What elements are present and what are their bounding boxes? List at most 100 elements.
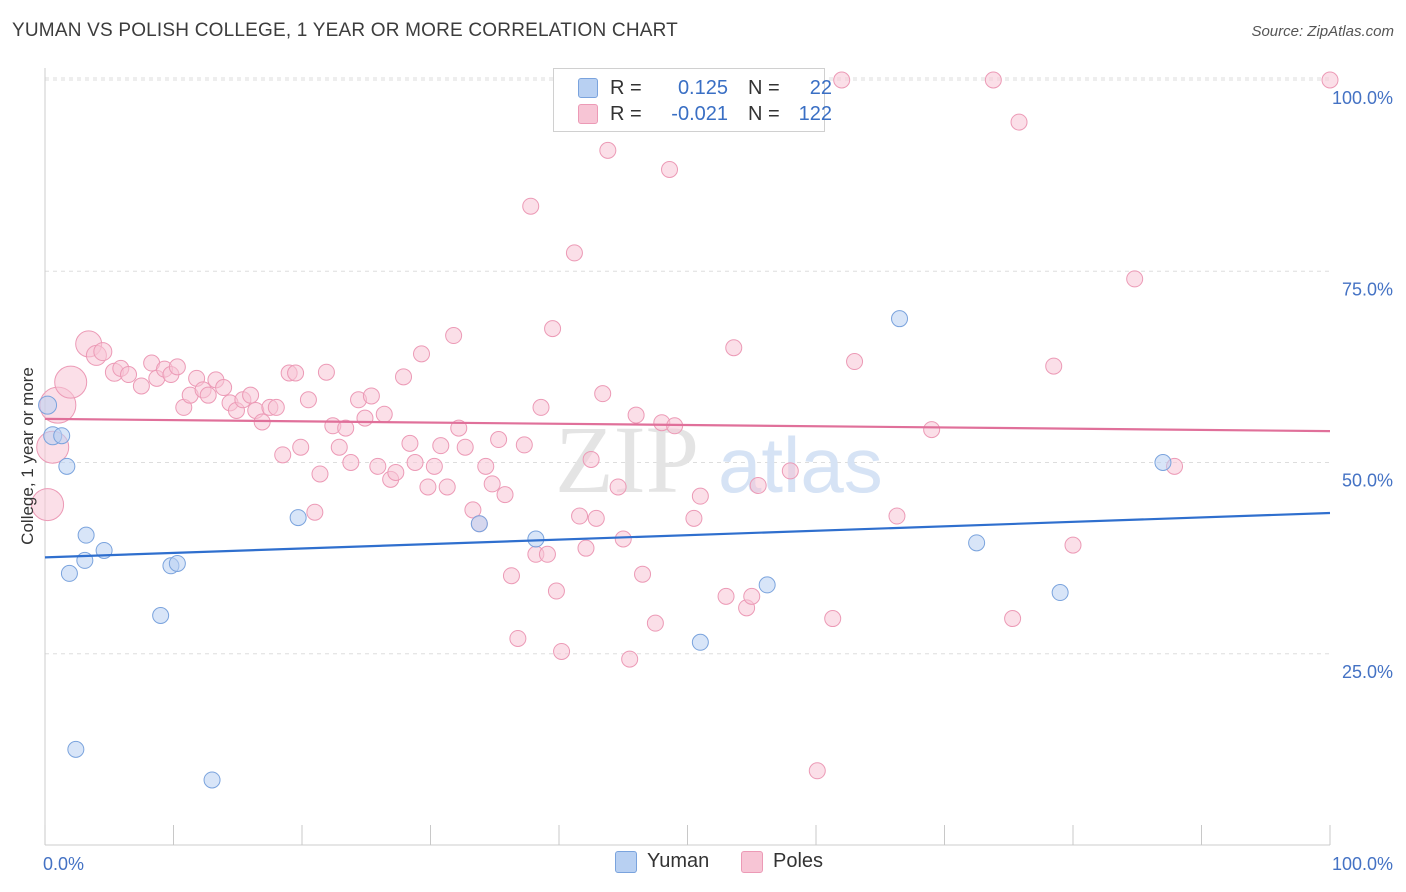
poles-point bbox=[888, 507, 906, 525]
poles-point bbox=[984, 71, 1002, 89]
poles-point bbox=[490, 431, 508, 449]
yuman-trend-line bbox=[44, 511, 1331, 559]
poles-point bbox=[587, 509, 605, 527]
y-tick-label: 25.0% bbox=[1342, 662, 1393, 682]
poles-point bbox=[31, 488, 65, 522]
poles-point bbox=[267, 398, 285, 416]
poles-legend-swatch bbox=[741, 850, 763, 873]
poles-point bbox=[356, 409, 374, 427]
poles-point bbox=[1321, 71, 1339, 89]
poles-point bbox=[627, 406, 645, 424]
yuman-point bbox=[527, 530, 545, 548]
chart-title: YUMAN VS POLISH COLLEGE, 1 YEAR OR MORE … bbox=[12, 20, 678, 41]
poles-r-value: -0.021 bbox=[671, 102, 728, 125]
series-legend-poles: Poles bbox=[741, 850, 823, 873]
yuman-point bbox=[203, 771, 221, 789]
poles-point bbox=[565, 244, 583, 262]
poles-point bbox=[496, 486, 514, 504]
series-legend-yuman: Yuman bbox=[615, 850, 709, 873]
y-tick-label: 50.0% bbox=[1342, 471, 1393, 491]
yuman-point bbox=[758, 576, 776, 594]
yuman-point bbox=[891, 310, 909, 328]
poles-trend-line bbox=[44, 417, 1331, 433]
yuman-legend-label: Yuman bbox=[647, 850, 710, 872]
poles-point bbox=[450, 419, 468, 437]
poles-point bbox=[425, 457, 443, 475]
poles-point bbox=[538, 545, 556, 563]
poles-point bbox=[594, 385, 612, 403]
poles-point bbox=[342, 454, 360, 471]
y-tick-label: 75.0% bbox=[1342, 279, 1393, 299]
trend-lines bbox=[44, 417, 1331, 559]
poles-point bbox=[522, 197, 540, 215]
poles-point bbox=[661, 161, 679, 179]
watermark-atlas: atlas bbox=[718, 421, 883, 509]
poles-n-value: 122 bbox=[798, 102, 832, 125]
poles-point bbox=[438, 478, 456, 496]
yuman-point bbox=[968, 534, 986, 552]
poles-legend-label: Poles bbox=[773, 850, 824, 872]
poles-points bbox=[31, 71, 1339, 780]
poles-point bbox=[621, 650, 639, 668]
yuman-legend-swatch bbox=[615, 850, 637, 873]
legend-row-poles: R = -0.021 N = 122 bbox=[554, 100, 832, 128]
poles-point bbox=[387, 463, 405, 481]
yuman-point bbox=[1154, 454, 1172, 471]
poles-point bbox=[317, 363, 335, 381]
poles-point bbox=[646, 614, 664, 632]
poles-point bbox=[544, 320, 562, 338]
poles-point bbox=[1045, 357, 1063, 375]
yuman-point bbox=[1051, 584, 1069, 602]
axis-labels: 25.0% 50.0% 75.0% 100.0% 0.0% 100.0% bbox=[43, 88, 1393, 874]
poles-point bbox=[553, 642, 571, 660]
poles-point bbox=[93, 342, 113, 362]
yuman-point bbox=[152, 607, 170, 624]
poles-point bbox=[369, 457, 387, 475]
yuman-point bbox=[58, 457, 76, 475]
poles-point bbox=[337, 419, 355, 437]
poles-point bbox=[725, 339, 743, 357]
yuman-point bbox=[38, 395, 58, 415]
poles-point bbox=[577, 539, 595, 557]
legend-n-label: N = bbox=[748, 102, 780, 125]
yuman-point bbox=[60, 564, 78, 582]
poles-point bbox=[571, 507, 589, 525]
poles-point bbox=[168, 358, 186, 376]
poles-point bbox=[445, 327, 463, 345]
yuman-n-value: 22 bbox=[809, 76, 832, 99]
yuman-point bbox=[289, 509, 307, 527]
poles-point bbox=[419, 478, 437, 496]
poles-point bbox=[1010, 113, 1028, 131]
poles-point bbox=[375, 405, 393, 423]
poles-point bbox=[1004, 610, 1022, 628]
poles-point bbox=[502, 567, 520, 585]
poles-point bbox=[515, 436, 533, 454]
y-tick-label: 100.0% bbox=[1332, 88, 1393, 108]
x-tick-label: 0.0% bbox=[43, 854, 84, 874]
poles-point bbox=[808, 762, 826, 780]
poles-point bbox=[274, 446, 292, 464]
poles-point bbox=[242, 386, 260, 404]
poles-point bbox=[532, 398, 550, 416]
poles-point bbox=[215, 379, 233, 397]
poles-point bbox=[923, 421, 941, 439]
yuman-point bbox=[168, 554, 186, 572]
yuman-point bbox=[470, 515, 488, 533]
legend-row-yuman: R = 0.125 N = 22 bbox=[554, 74, 832, 102]
poles-point bbox=[691, 487, 709, 505]
poles-point bbox=[299, 391, 317, 409]
poles-point bbox=[292, 438, 310, 456]
poles-point bbox=[432, 437, 450, 455]
poles-point bbox=[749, 476, 767, 494]
yuman-r-value: 0.125 bbox=[677, 76, 728, 99]
legend-r-label: R = bbox=[610, 102, 642, 125]
poles-point bbox=[1064, 536, 1082, 554]
yuman-point bbox=[53, 427, 71, 445]
poles-point bbox=[330, 438, 348, 456]
poles-point bbox=[401, 434, 419, 452]
yuman-point bbox=[691, 633, 709, 651]
poles-point bbox=[287, 364, 305, 382]
poles-point bbox=[717, 587, 735, 605]
correlation-legend: R = 0.125 N = 22 R = -0.021 N = 122 bbox=[553, 68, 832, 132]
